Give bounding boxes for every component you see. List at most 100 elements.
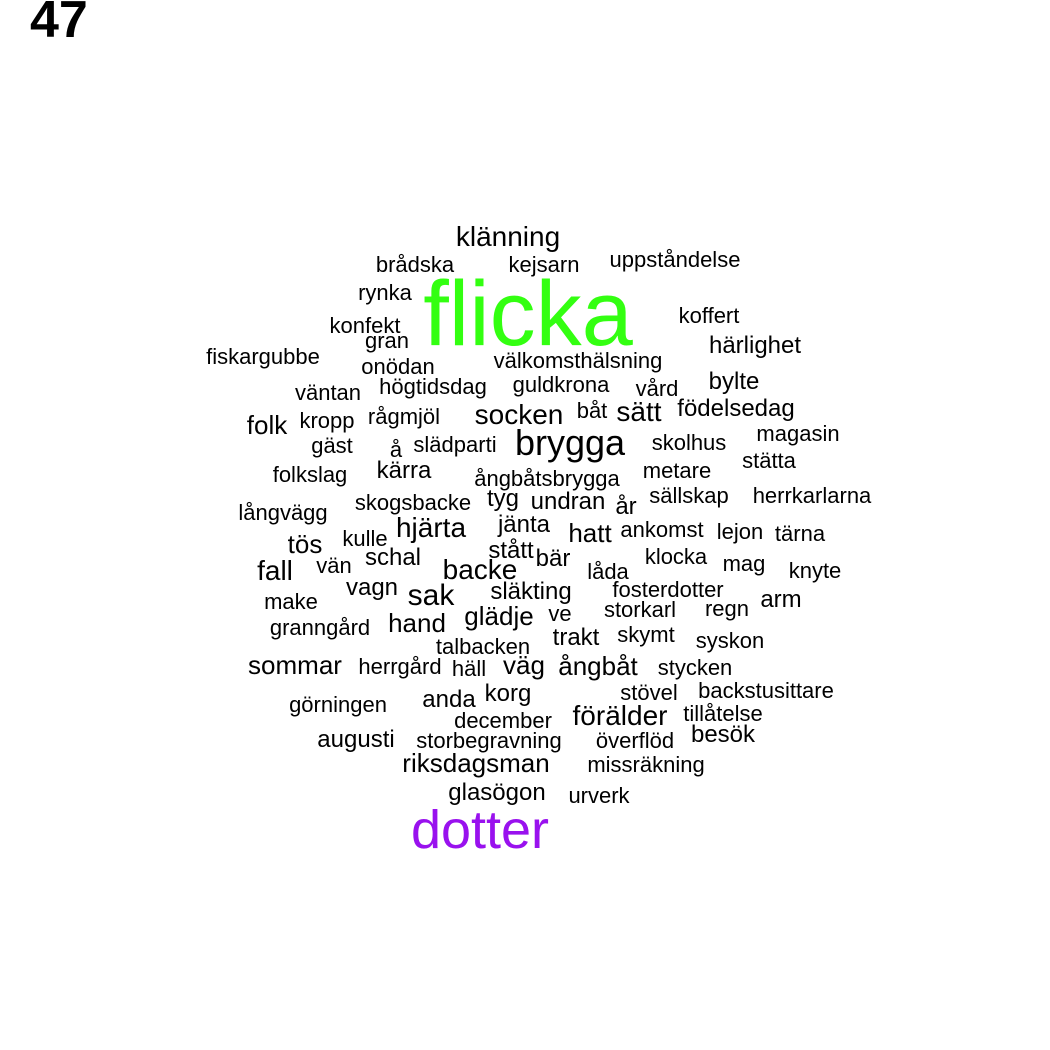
word-fosterdotter: fosterdotter: [612, 577, 723, 602]
word-bylte: bylte: [709, 368, 760, 395]
word-kropp: kropp: [299, 408, 354, 433]
word-statta: stätta: [742, 448, 797, 473]
word-hjarta: hjärta: [396, 512, 466, 543]
word-regn: regn: [705, 596, 749, 621]
word-harlighet: härlighet: [709, 332, 801, 359]
word-ve: ve: [548, 601, 571, 626]
word-mag: mag: [723, 551, 766, 576]
word-riksdagsman: riksdagsman: [402, 748, 549, 778]
word-schal: schal: [365, 544, 421, 571]
word-koffert: koffert: [679, 303, 740, 328]
word-tarna: tärna: [775, 521, 826, 546]
word-trakt: trakt: [553, 624, 600, 651]
word-storkarl: storkarl: [604, 597, 676, 622]
word-hall: häll: [452, 656, 486, 681]
word-guldkrona: guldkrona: [513, 372, 610, 397]
word-skolhus: skolhus: [652, 430, 727, 455]
word-sak: sak: [408, 579, 456, 612]
word-klocka: klocka: [645, 544, 708, 569]
word-bat: båt: [577, 398, 608, 423]
word-besok: besök: [691, 721, 756, 748]
word-socken: socken: [475, 399, 564, 430]
word-langvagg: långvägg: [238, 500, 327, 525]
panel-number: 47: [30, 0, 88, 49]
word-hatt: hatt: [568, 518, 612, 548]
word-magasin: magasin: [756, 421, 839, 446]
word-vagn: vagn: [346, 574, 398, 601]
word-vantan: väntan: [295, 380, 361, 405]
word-sommar: sommar: [248, 650, 342, 680]
word-missrakning: missräkning: [587, 752, 704, 777]
word-onodan: onödan: [361, 354, 434, 379]
word-janta: jänta: [497, 511, 551, 538]
word-metare: metare: [643, 458, 711, 483]
word-hogtidsdag: högtidsdag: [379, 374, 487, 399]
word-statt: stått: [488, 537, 534, 564]
word-uppstandelse: uppståndelse: [610, 247, 741, 272]
word-a: å: [390, 437, 403, 462]
word-tillatelse: tillåtelse: [683, 701, 762, 726]
word-vard: vård: [636, 376, 679, 401]
word-gladje: glädje: [464, 601, 533, 631]
word-stycken: stycken: [658, 655, 733, 680]
word-fiskargubbe: fiskargubbe: [206, 344, 320, 369]
word-fodelsedag: födelsedag: [677, 395, 794, 422]
word-glasogon: glasögon: [448, 779, 545, 806]
word-kulle: kulle: [342, 526, 387, 551]
word-angbat: ångbåt: [558, 651, 638, 681]
word-folkslag: folkslag: [273, 462, 348, 487]
word-knyte: knyte: [789, 558, 842, 583]
word-valkomsthalsning: välkomsthälsning: [494, 348, 663, 373]
word-augusti: augusti: [317, 726, 394, 753]
word-vag: väg: [503, 650, 545, 680]
word-lada: låda: [587, 559, 629, 584]
word-konfekt: konfekt: [330, 313, 401, 338]
word-bar: bär: [536, 545, 571, 572]
word-kejsarn: kejsarn: [509, 252, 580, 277]
word-gast: gäst: [311, 433, 353, 458]
word-undran: undran: [531, 488, 606, 515]
word-gorningen: görningen: [289, 692, 387, 717]
word-flicka: flicka: [423, 263, 633, 365]
word-angbatsbrygga: ångbåtsbrygga: [474, 466, 620, 491]
word-ankomst: ankomst: [620, 517, 703, 542]
word-folk: folk: [247, 410, 288, 440]
word-backe: backe: [443, 554, 518, 585]
word-sallskap: sällskap: [649, 483, 728, 508]
word-backstusittare: backstusittare: [698, 678, 834, 703]
word-storbegravning: storbegravning: [416, 728, 562, 753]
word-stovel: stövel: [620, 680, 677, 705]
word-december: december: [454, 708, 552, 733]
word-rynka: rynka: [358, 280, 413, 305]
word-overflod: överflöd: [596, 728, 674, 753]
word-foralder: förälder: [573, 700, 668, 731]
word-korg: korg: [485, 680, 532, 707]
word-skogsbacke: skogsbacke: [355, 490, 471, 515]
word-ragmjol: rågmjöl: [368, 404, 440, 429]
word-tos: tös: [288, 529, 323, 559]
word-satt: sätt: [616, 396, 661, 427]
word-hand: hand: [388, 608, 446, 638]
word-arm: arm: [760, 586, 801, 613]
word-dotter: dotter: [411, 800, 549, 860]
word-van: vän: [316, 553, 351, 578]
word-herrgard: herrgård: [358, 654, 441, 679]
word-tyg: tyg: [487, 485, 519, 512]
word-anda: anda: [422, 686, 476, 713]
word-fall: fall: [257, 555, 293, 586]
word-sladparti: slädparti: [413, 432, 496, 457]
word-slakting: släkting: [490, 578, 571, 605]
word-klanning: klänning: [456, 221, 560, 252]
word-bradska: brådska: [376, 252, 455, 277]
word-syskon: syskon: [696, 628, 764, 653]
word-ar: år: [615, 493, 636, 520]
word-karra: kärra: [377, 457, 432, 484]
word-lejon: lejon: [717, 519, 763, 544]
word-make: make: [264, 589, 318, 614]
word-urverk: urverk: [568, 783, 630, 808]
word-skymt: skymt: [617, 622, 674, 647]
word-herrkarlarna: herrkarlarna: [753, 483, 872, 508]
word-granngard: granngård: [270, 615, 370, 640]
word-talbacken: talbacken: [436, 634, 530, 659]
